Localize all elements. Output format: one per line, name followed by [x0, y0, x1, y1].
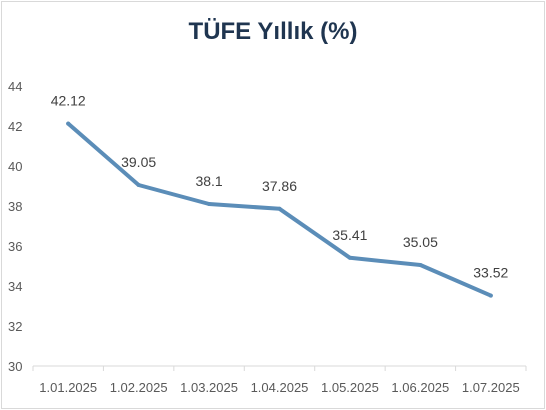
chart-title: TÜFE Yıllık (%)	[188, 18, 358, 45]
x-tick-label: 1.05.2025	[321, 380, 379, 395]
x-tick-label: 1.02.2025	[110, 380, 168, 395]
x-tick-label: 1.06.2025	[391, 380, 449, 395]
data-label: 37.86	[262, 178, 297, 194]
data-labels: 42.12 39.05 38.1 37.86 35.41 35.05 33.52	[51, 93, 509, 281]
y-tick-label: 32	[8, 319, 22, 334]
data-label: 35.41	[332, 227, 367, 243]
y-tick-label: 44	[8, 79, 22, 94]
y-tick-label: 34	[8, 279, 22, 294]
x-axis-ticks: 1.01.2025 1.02.2025 1.03.2025 1.04.2025 1.05…	[39, 380, 519, 395]
data-label: 35.05	[403, 234, 438, 250]
data-point	[418, 263, 423, 267]
data-label: 38.1	[195, 173, 222, 189]
x-axis-tickmarks	[32, 366, 527, 371]
y-axis-ticks: 30 32 34 36 38 40 42 44	[8, 79, 22, 374]
x-tick-label: 1.01.2025	[39, 380, 97, 395]
x-tick-label: 1.04.2025	[251, 380, 309, 395]
data-label: 33.52	[473, 265, 508, 281]
data-point	[488, 293, 493, 298]
y-tick-label: 36	[8, 239, 22, 254]
data-point	[277, 206, 282, 211]
data-point	[207, 202, 212, 206]
data-label: 42.12	[51, 93, 86, 109]
x-tick-label: 1.07.2025	[462, 380, 520, 395]
y-tick-label: 40	[8, 159, 22, 174]
series-group	[66, 121, 493, 298]
data-point	[66, 121, 71, 126]
y-tick-label: 30	[8, 359, 22, 374]
y-tick-label: 42	[8, 119, 22, 134]
data-label: 39.05	[121, 154, 156, 170]
y-tick-label: 38	[8, 199, 22, 214]
data-point	[136, 183, 141, 187]
x-tick-label: 1.03.2025	[180, 380, 238, 395]
data-point	[347, 255, 352, 260]
